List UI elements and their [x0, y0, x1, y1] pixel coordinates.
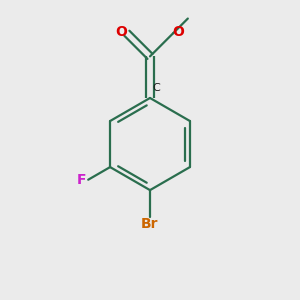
- Text: O: O: [172, 25, 184, 39]
- Text: C: C: [153, 82, 160, 93]
- Text: O: O: [116, 25, 128, 39]
- Text: Br: Br: [141, 217, 159, 231]
- Text: F: F: [77, 173, 86, 187]
